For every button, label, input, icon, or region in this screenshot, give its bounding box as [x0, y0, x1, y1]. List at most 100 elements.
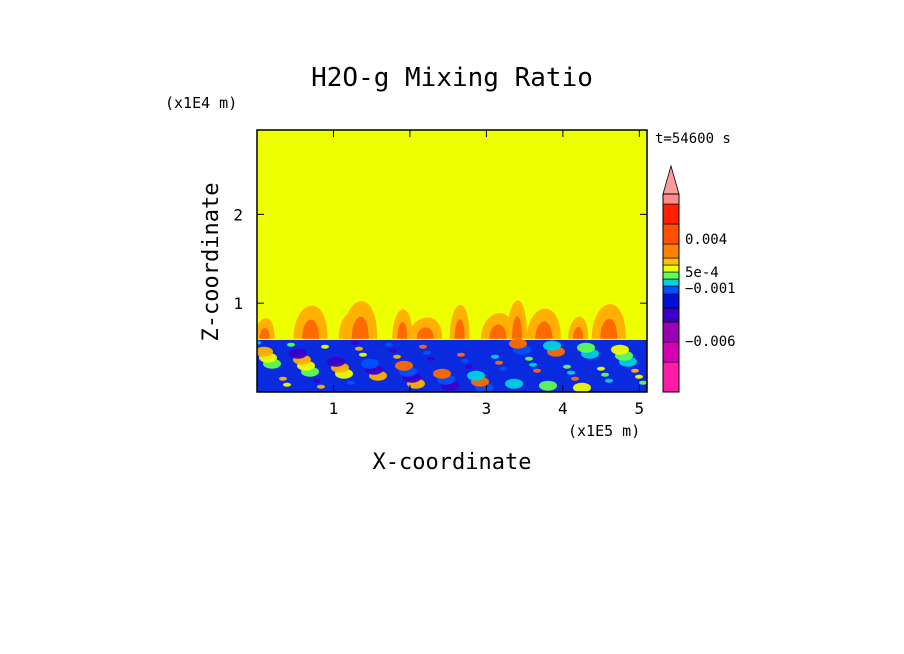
- boundary-layer-patch: [317, 384, 325, 389]
- boundary-layer-patch: [279, 376, 287, 381]
- plume-layer: [257, 300, 626, 339]
- boundary-layer-patch: [287, 342, 295, 347]
- colorbar-level: [662, 223, 680, 245]
- plume-core: [397, 322, 408, 339]
- y-unit-label: (x1E4 m): [165, 94, 237, 112]
- colorbar-level: [662, 341, 680, 363]
- plume-core: [600, 318, 618, 339]
- x-tick-label: 3: [482, 399, 492, 418]
- boundary-layer-patch: [419, 344, 427, 349]
- boundary-layer-patch: [427, 356, 435, 361]
- x-tick-label: 4: [558, 399, 568, 418]
- boundary-layer-patch: [393, 354, 401, 359]
- boundary-layer-patch: [563, 364, 571, 369]
- boundary-layer-patch: [327, 356, 345, 367]
- plume-core: [416, 327, 434, 339]
- boundary-layer-patch: [361, 358, 379, 369]
- plume-core: [259, 327, 270, 339]
- boundary-layer-patch: [461, 358, 469, 363]
- boundary-layer-patch: [289, 348, 307, 359]
- x-tick-label: 1: [329, 399, 339, 418]
- x-axis-label: X-coordinate: [373, 450, 532, 475]
- x-tick-label: 2: [405, 399, 415, 418]
- boundary-layer-patch: [351, 340, 359, 345]
- plot-frame: [256, 129, 648, 393]
- boundary-layer-patch: [543, 340, 561, 351]
- boundary-layer-patch: [577, 342, 595, 353]
- boundary-layer-patch: [573, 382, 591, 392]
- boundary-layer-patch: [495, 360, 503, 365]
- boundary-layer-patch: [389, 348, 397, 353]
- boundary-layer-patch: [601, 372, 609, 377]
- boundary-layer-patch: [567, 370, 575, 375]
- boundary-layer-patch: [499, 366, 507, 371]
- boundary-layer-patch: [395, 360, 413, 371]
- colorbar-level: [662, 307, 680, 323]
- y-tick-label: 2: [233, 205, 243, 224]
- x-tick-label: 5: [635, 399, 645, 418]
- x-unit-label: (x1E5 m): [568, 422, 640, 440]
- time-label: t=54600 s: [655, 131, 731, 147]
- colorbar-level: [662, 193, 680, 205]
- y-tick-label: 1: [233, 294, 243, 313]
- plume-core: [573, 326, 584, 339]
- plume-core: [454, 319, 465, 339]
- colorbar-label: 5e-4: [685, 265, 719, 281]
- colorbar-level: [662, 257, 680, 266]
- colorbar-level: [662, 293, 680, 309]
- colorbar-level: [662, 321, 680, 343]
- boundary-layer-patch: [423, 350, 431, 355]
- boundary-layer-patch: [467, 370, 485, 381]
- boundary-layer-patch: [355, 346, 363, 351]
- boundary-layer-patch: [385, 342, 393, 347]
- colorbar-level: [662, 243, 680, 259]
- boundary-layer-patch: [639, 380, 647, 385]
- plume-core: [489, 324, 507, 339]
- colorbar-level: [662, 278, 680, 287]
- colorbar-level: [662, 264, 680, 273]
- boundary-layer-patch: [283, 382, 291, 387]
- boundary-layer-patch: [433, 368, 451, 379]
- plume-core: [512, 316, 522, 339]
- plume-core: [351, 316, 369, 339]
- boundary-layer-patch: [505, 378, 523, 389]
- boundary-layer-patch: [321, 344, 329, 349]
- boundary-layer-patch: [529, 362, 537, 367]
- plot-field: [257, 130, 647, 392]
- boundary-layer-patch: [605, 378, 613, 383]
- colorbar-frame: [662, 193, 680, 393]
- boundary-layer-patch: [525, 356, 533, 361]
- boundary-layer-patch: [611, 344, 629, 355]
- boundary-layer-patch: [539, 380, 557, 391]
- colorbar-level: [662, 361, 680, 393]
- boundary-layer-patch: [359, 352, 367, 357]
- boundary-layer-patch: [347, 380, 355, 385]
- boundary-layer-patch: [491, 354, 499, 359]
- colorbar-label: −0.001: [685, 281, 736, 297]
- y-axis: 12: [233, 205, 647, 313]
- colorbar-label: 0.004: [685, 232, 727, 248]
- boundary-layer-patch: [257, 340, 261, 345]
- boundary-layer-patch: [597, 366, 605, 371]
- plume-core: [535, 321, 553, 339]
- colorbar-label: −0.006: [685, 334, 736, 350]
- x-axis: 1 2 3 4 5: [329, 130, 645, 418]
- boundary-layer-patch: [465, 364, 473, 369]
- boundary-layer-patch: [457, 352, 465, 357]
- plume-core: [302, 319, 320, 339]
- boundary-layer-patch: [509, 338, 527, 349]
- boundary-layer-patch: [571, 376, 579, 381]
- boundary-layer-patch: [631, 368, 639, 373]
- colorbar: [662, 164, 680, 393]
- colorbar-level: [662, 271, 680, 280]
- colorbar-level: [662, 203, 680, 225]
- boundary-layer-patch: [313, 378, 321, 383]
- boundary-layer-patches: [257, 338, 647, 392]
- colorbar-extend-arrow: [662, 164, 680, 195]
- y-axis-label: Z-coordinate: [199, 183, 224, 342]
- boundary-layer-patch: [257, 346, 273, 357]
- colorbar-level: [662, 285, 680, 295]
- boundary-layer-patch: [533, 368, 541, 373]
- colorbar-labels: 0.004 5e-4 −0.001 −0.006: [685, 232, 736, 350]
